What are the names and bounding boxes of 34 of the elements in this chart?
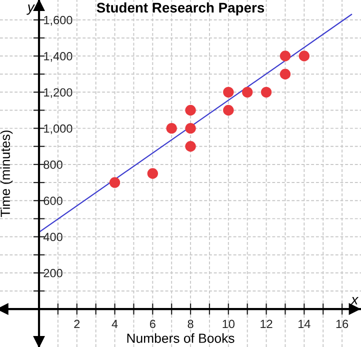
point [260, 86, 272, 98]
y-tick-label: 400 [43, 232, 62, 242]
x-tick-label: 12 [260, 320, 272, 328]
x-tick-label: 2 [74, 320, 80, 328]
annotation: x [350, 297, 359, 304]
y-tick-label: 800 [44, 160, 62, 169]
point [147, 168, 158, 179]
point [280, 50, 291, 62]
x-tick-label: 10 [222, 320, 235, 328]
point [242, 86, 253, 98]
point [109, 177, 120, 188]
point [298, 50, 310, 62]
point [223, 86, 234, 98]
point [185, 104, 196, 116]
x-tick-label: 6 [150, 320, 156, 328]
y-axis-title: Time (minutes) [0, 130, 13, 217]
point [223, 104, 234, 116]
point [280, 68, 291, 80]
point [185, 141, 196, 152]
y-tick-label: 1,200 [44, 88, 72, 98]
y-tick-label: 1,600 [44, 16, 72, 26]
x-tick-label: 14 [298, 320, 310, 328]
point [166, 122, 177, 134]
x-tick-label: 8 [188, 320, 194, 328]
x-tick-label: 4 [112, 320, 118, 328]
y-tick-label: 600 [44, 196, 62, 206]
x-axis-title: Numbers of Books [127, 333, 234, 343]
x-tick-label: 16 [336, 320, 348, 328]
y-tick-label: 200 [44, 268, 62, 278]
point [185, 122, 196, 134]
annotation: y [26, 4, 35, 15]
y-tick-label: 1,400 [44, 52, 72, 62]
chart-title: Student Research Papers [96, 2, 264, 16]
y-tick-label: 1,000 [44, 124, 72, 134]
